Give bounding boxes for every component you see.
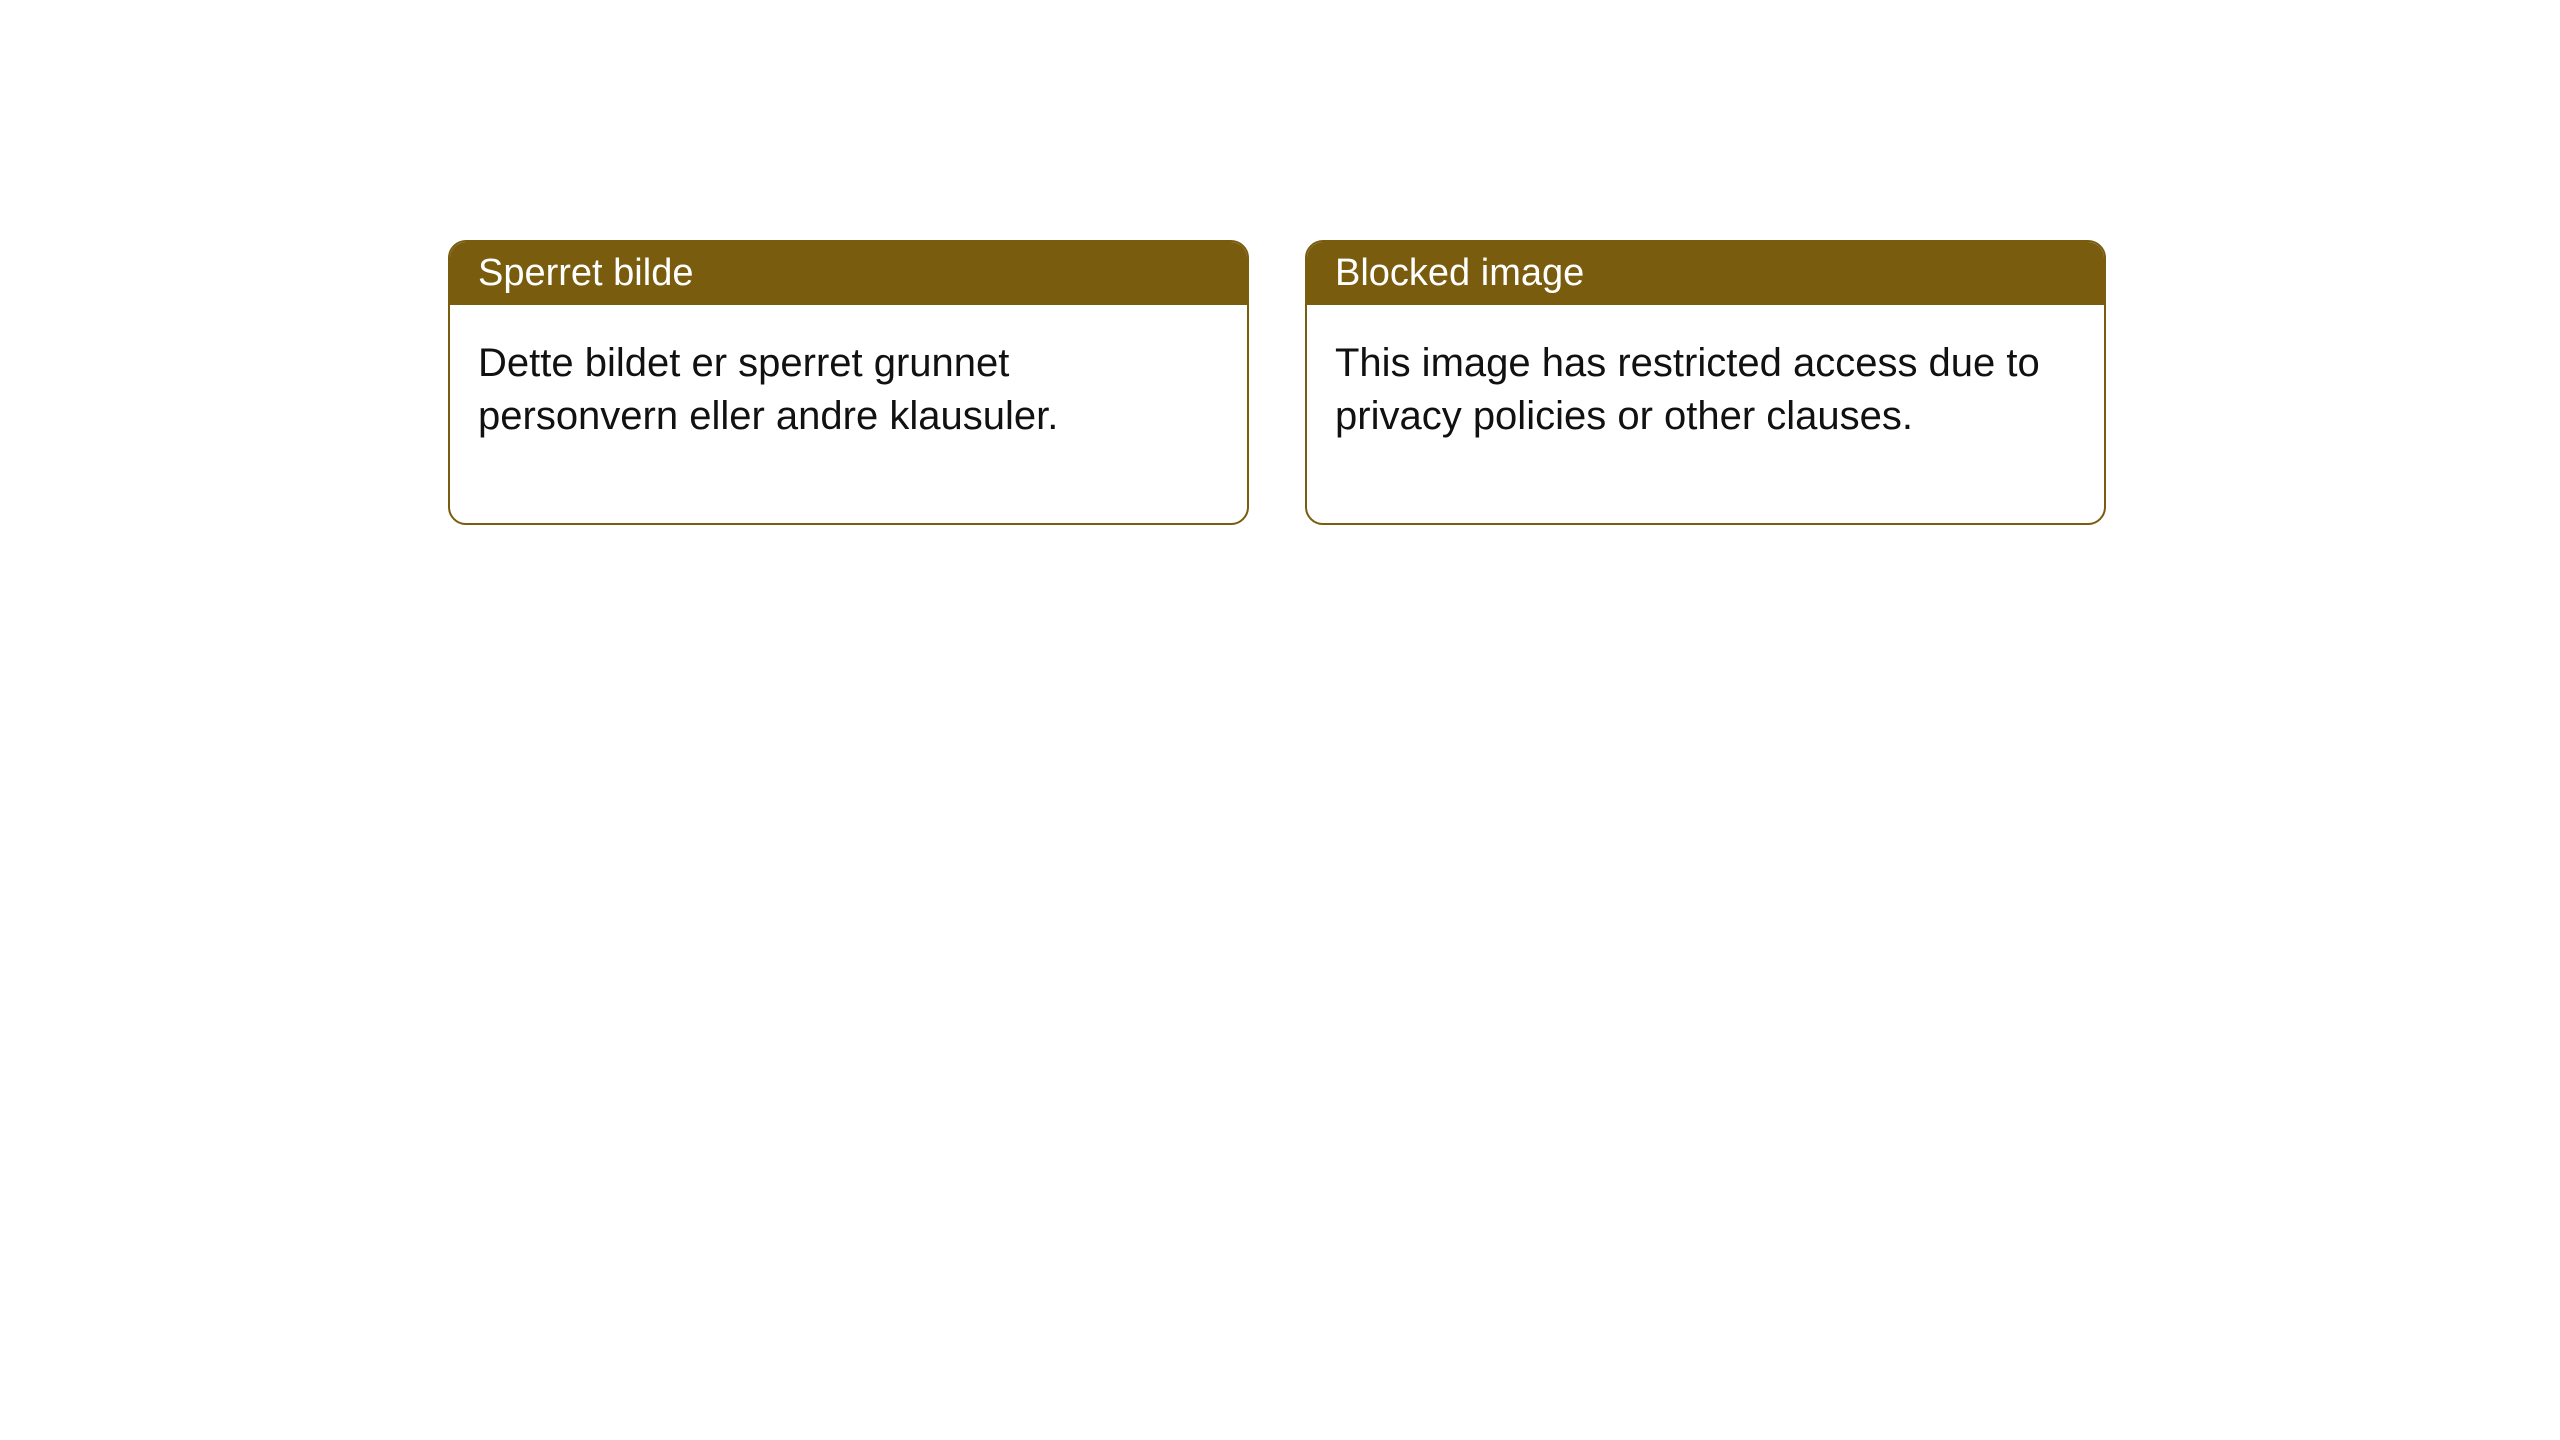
notice-card-en: Blocked image This image has restricted … (1305, 240, 2106, 525)
notice-card-en-header: Blocked image (1307, 242, 2104, 305)
notice-card-no-body: Dette bildet er sperret grunnet personve… (450, 305, 1247, 523)
notice-cards-container: Sperret bilde Dette bildet er sperret gr… (448, 240, 2106, 525)
notice-card-en-body: This image has restricted access due to … (1307, 305, 2104, 523)
notice-card-no-header: Sperret bilde (450, 242, 1247, 305)
notice-card-no: Sperret bilde Dette bildet er sperret gr… (448, 240, 1249, 525)
